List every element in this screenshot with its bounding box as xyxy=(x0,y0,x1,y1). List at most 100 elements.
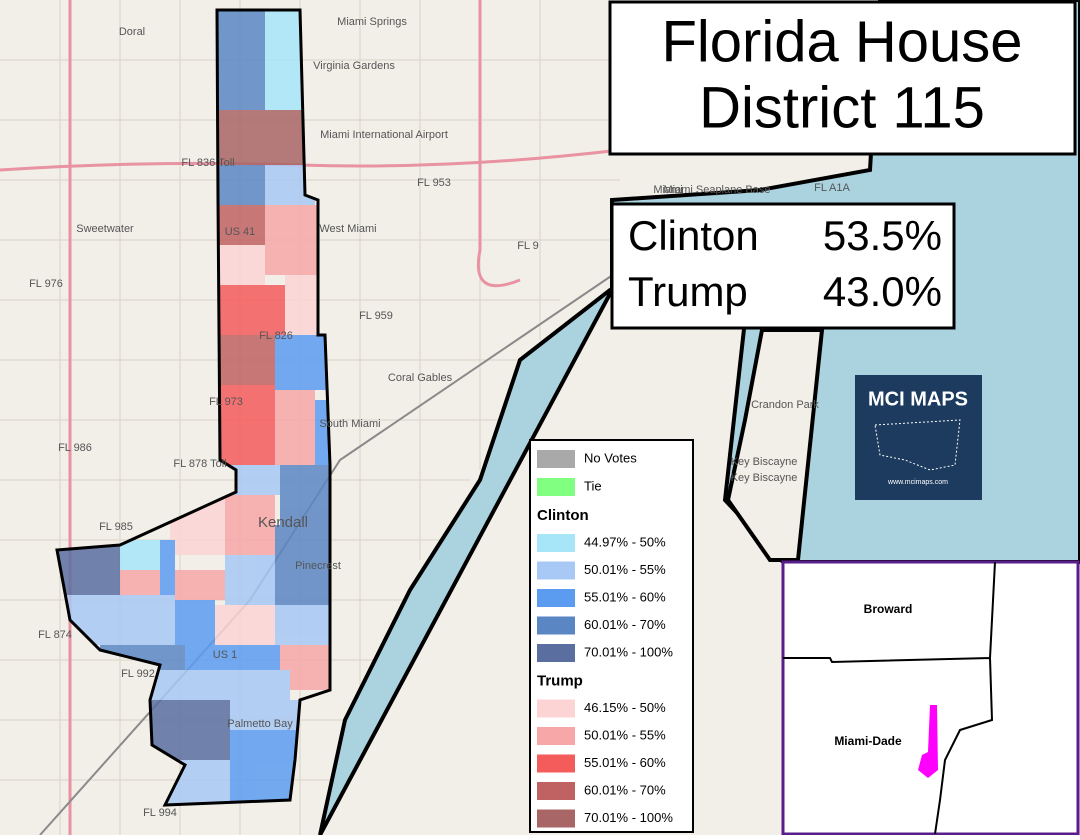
legend-box xyxy=(529,439,694,833)
map-labels: Doral Miami Springs Virginia Gardens Miami … xyxy=(29,16,850,819)
candidate: Trump xyxy=(628,268,748,315)
map-label: US 1 xyxy=(213,649,237,661)
map-label: South Miami xyxy=(319,418,380,430)
map-label: West Miami xyxy=(319,223,376,235)
precinct xyxy=(215,10,265,110)
precinct xyxy=(185,645,280,670)
legend-swatch xyxy=(537,534,575,552)
legend-group: Trump xyxy=(537,672,583,689)
map-label: FL 9 xyxy=(517,240,539,252)
title-line: Florida House xyxy=(661,9,1022,74)
legend-label: 46.15% - 50% xyxy=(584,700,666,715)
precinct xyxy=(150,700,230,760)
map-label: Pinecrest xyxy=(295,560,341,572)
precinct xyxy=(215,385,275,465)
map-label: Miami xyxy=(653,184,682,196)
legend-swatch xyxy=(537,754,575,773)
precinct xyxy=(275,390,315,465)
precinct xyxy=(225,495,275,555)
map-label: FL 878 Toll xyxy=(173,458,226,470)
share: 53.5% xyxy=(823,212,942,259)
legend-label: 50.01% - 55% xyxy=(584,727,666,742)
precinct xyxy=(265,205,325,275)
legend-label: 60.01% - 70% xyxy=(584,617,666,632)
logo xyxy=(855,375,982,500)
precinct xyxy=(57,545,120,595)
precinct xyxy=(280,465,330,525)
candidate: Clinton xyxy=(628,212,759,259)
map-label: Coral Gables xyxy=(388,372,453,384)
map-label: Kendall xyxy=(258,514,308,531)
precinct xyxy=(230,700,300,730)
precinct xyxy=(150,670,290,700)
legend-swatch xyxy=(537,616,575,635)
legend-label: Tie xyxy=(584,478,602,493)
logo-title: MCI MAPS xyxy=(868,388,968,410)
legend-swatch xyxy=(537,561,575,580)
map-label: Crandon Park xyxy=(751,399,819,411)
map-label: Doral xyxy=(119,26,145,38)
map-label: FL 836 Toll xyxy=(181,157,234,169)
legend-label: 55.01% - 60% xyxy=(584,755,666,770)
legend-group: Clinton xyxy=(537,507,589,524)
legend-label: No Votes xyxy=(584,450,637,465)
map-label: Key Biscayne xyxy=(731,456,798,468)
legend: No Votes Tie Clinton 44.97% - 50% 50.01% - 5… xyxy=(537,450,673,828)
inset-label: Broward xyxy=(864,602,913,616)
legend-swatch xyxy=(537,589,575,607)
legend-label: 50.01% - 55% xyxy=(584,562,666,577)
legend-label: 55.01% - 60% xyxy=(584,589,666,604)
results-box xyxy=(610,202,956,330)
map-label: Key Biscayne xyxy=(731,472,798,484)
precinct xyxy=(215,285,285,335)
legend-swatch xyxy=(537,644,575,662)
key-biscayne xyxy=(725,328,825,562)
legend-label: 70.01% - 100% xyxy=(584,644,673,659)
precinct xyxy=(225,555,275,605)
map-label: FL A1A xyxy=(814,182,850,194)
precinct xyxy=(275,525,330,605)
precinct xyxy=(215,110,315,165)
precinct xyxy=(275,335,330,390)
map-label: Sweetwater xyxy=(76,223,134,235)
precinct xyxy=(215,605,275,645)
logo-map xyxy=(874,419,961,471)
precinct xyxy=(215,245,265,285)
precinct xyxy=(215,205,265,245)
precinct xyxy=(230,465,280,495)
map-label: FL 826 xyxy=(259,330,293,342)
precinct xyxy=(275,605,330,645)
precinct xyxy=(230,730,300,805)
legend-swatch xyxy=(537,478,575,496)
legend-swatch xyxy=(537,782,575,800)
map-label: Virginia Gardens xyxy=(313,60,395,72)
legend-swatch xyxy=(537,699,575,718)
map-label: FL 959 xyxy=(359,310,393,322)
precinct xyxy=(215,165,265,205)
legend-swatch xyxy=(537,450,575,468)
map-label: Miami Springs xyxy=(337,16,407,28)
precinct xyxy=(215,335,275,385)
title-box xyxy=(608,0,1077,156)
map-label: FL 976 xyxy=(29,278,63,290)
logo-url: www.mcimaps.com xyxy=(887,479,948,486)
map-label: FL 874 xyxy=(38,629,72,641)
map-label: Miami International Airport xyxy=(320,129,448,141)
precinct xyxy=(160,540,175,600)
legend-swatch xyxy=(537,809,575,828)
inset xyxy=(781,560,1080,836)
inset-district xyxy=(918,705,938,778)
map-label: Palmetto Bay xyxy=(227,718,293,730)
inset-borders xyxy=(783,561,996,835)
legend-label: 70.01% - 100% xyxy=(584,810,673,825)
precinct xyxy=(175,600,215,645)
precinct xyxy=(175,570,225,600)
map-label: Miami Seaplane Base xyxy=(663,184,770,196)
legend-label: 60.01% - 70% xyxy=(584,782,666,797)
map-label: FL 953 xyxy=(417,177,451,189)
legend-swatch xyxy=(537,727,575,745)
legend-label: 44.97% - 50% xyxy=(584,534,666,549)
share: 43.0% xyxy=(823,268,942,315)
